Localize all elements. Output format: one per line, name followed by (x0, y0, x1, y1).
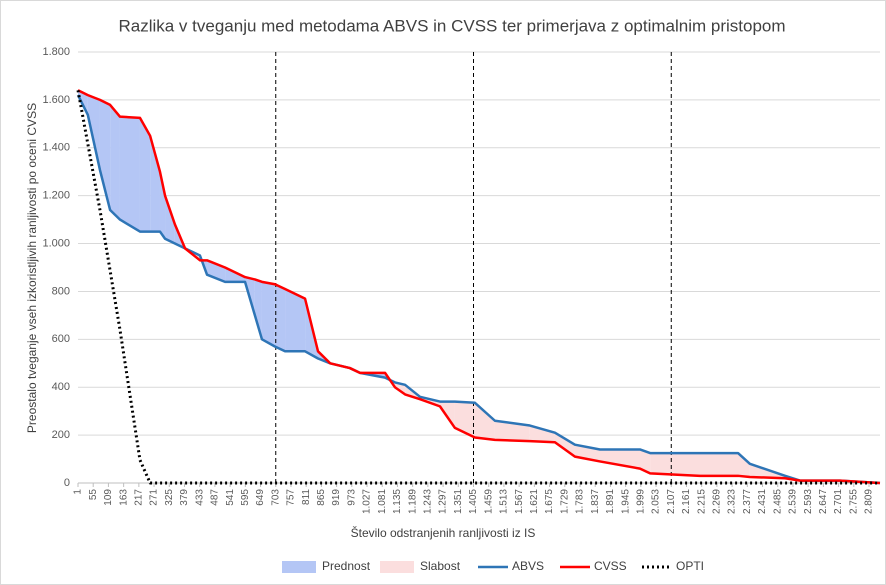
x-tick-label: 1.351 (453, 489, 464, 514)
weakness-area (454, 401, 475, 438)
y-tick-label: 1.800 (42, 46, 70, 58)
legend-label: Prednost (322, 559, 371, 573)
x-tick-label: 1.729 (559, 489, 570, 514)
advantage-area (159, 171, 166, 239)
legend-label: CVSS (594, 559, 627, 573)
weakness-area (474, 402, 495, 440)
x-tick-label: 1.189 (407, 489, 418, 514)
weakness-area (639, 449, 651, 474)
x-tick-label: 2.323 (727, 489, 738, 514)
x-tick-label: 2.431 (757, 489, 768, 514)
x-tick-label: 2.593 (803, 489, 814, 514)
x-tick-label: 2.755 (848, 489, 859, 514)
legend-label: Slabost (420, 559, 461, 573)
x-tick-label: 541 (225, 489, 236, 506)
x-tick-label: 973 (346, 489, 357, 506)
x-axis-title: Število odstranjenih ranljivosti iz IS (351, 525, 536, 540)
advantage-area (254, 279, 262, 340)
weakness-area (699, 453, 739, 476)
x-tick-label: 2.107 (666, 489, 677, 514)
x-tick-label: 1.621 (529, 489, 540, 514)
x-tick-label: 595 (240, 489, 251, 506)
x-tick-label: 1.783 (575, 489, 586, 514)
y-axis-title: Preostalo tveganje vseh izkoristljivih r… (25, 103, 39, 433)
y-tick-label: 1.600 (42, 94, 70, 106)
x-tick-label: 865 (316, 489, 327, 506)
advantage-area (139, 117, 151, 232)
legend-label: ABVS (512, 559, 544, 573)
y-tick-label: 1.400 (42, 142, 70, 154)
x-tick-label: 109 (103, 489, 114, 506)
x-tick-label: 2.215 (696, 489, 707, 514)
x-tick-label: 433 (194, 489, 205, 506)
advantage-area (150, 135, 160, 232)
y-tick-label: 600 (52, 333, 70, 345)
x-tick-label: 2.053 (651, 489, 662, 514)
x-tick-label: 2.809 (864, 489, 875, 514)
weakness-area (650, 453, 700, 476)
x-tick-label: 1 (73, 489, 84, 495)
x-tick-label: 2.485 (772, 489, 783, 514)
x-tick-label: 379 (179, 489, 190, 506)
x-tick-label: 757 (286, 489, 297, 506)
y-tick-label: 0 (64, 477, 70, 489)
advantage-area (207, 260, 226, 282)
y-tick-label: 800 (52, 285, 70, 297)
x-tick-label: 217 (133, 489, 144, 506)
advantage-area (110, 104, 120, 220)
weakness-area (738, 453, 750, 478)
x-tick-label: 1.027 (362, 489, 373, 514)
weakness-area (599, 449, 640, 469)
series-line (77, 89, 881, 485)
advantage-area (274, 284, 286, 352)
advantage-area (165, 195, 175, 244)
x-tick-label: 1.999 (635, 489, 646, 514)
y-tick-label: 400 (52, 381, 70, 393)
x-tick-label: 2.539 (788, 489, 799, 514)
advantage-area (99, 99, 111, 211)
x-tick-label: 325 (164, 489, 175, 506)
x-tick-label: 1.297 (438, 489, 449, 514)
advantage-area (119, 116, 140, 232)
x-tick-label: 1.135 (392, 489, 403, 514)
chart-title: Razlika v tveganju med metodama ABVS in … (118, 16, 785, 35)
x-tick-label: 649 (255, 489, 266, 506)
weakness-area (529, 425, 555, 443)
x-tick-label: 811 (301, 489, 312, 505)
x-tick-label: 2.161 (681, 489, 692, 514)
x-tick-label: 1.945 (620, 489, 631, 514)
legend-swatch (380, 561, 414, 573)
x-tick-label: 1.567 (514, 489, 525, 514)
x-tick-label: 1.081 (377, 489, 388, 514)
x-tick-label: 2.701 (833, 489, 844, 514)
x-tick-label: 1.675 (544, 489, 555, 514)
x-tick-label: 1.513 (499, 489, 510, 514)
y-tick-label: 1.200 (42, 190, 70, 202)
x-tick-label: 55 (88, 489, 99, 501)
x-tick-label: 163 (118, 489, 129, 506)
x-tick-label: 2.377 (742, 489, 753, 514)
x-tick-label: 919 (331, 489, 342, 506)
weakness-area (554, 432, 575, 457)
y-tick-label: 200 (52, 429, 70, 441)
legend-swatch (282, 561, 316, 573)
x-tick-label: 2.647 (818, 489, 829, 514)
series-line (76, 90, 880, 485)
y-tick-label: 1.000 (42, 237, 70, 249)
x-tick-label: 271 (149, 489, 160, 506)
x-tick-label: 1.837 (590, 489, 601, 514)
x-tick-label: 1.459 (483, 489, 494, 514)
legend-label: OPTI (676, 559, 704, 573)
advantage-area (261, 281, 275, 347)
x-tick-label: 1.405 (468, 489, 479, 514)
x-tick-label: 703 (270, 489, 281, 506)
x-tick-label: 1.243 (423, 489, 434, 514)
advantage-area (285, 289, 306, 352)
x-tick-label: 487 (210, 489, 221, 506)
weakness-area (494, 420, 530, 442)
x-tick-label: 2.269 (712, 489, 723, 514)
x-tick-label: 1.891 (605, 489, 616, 514)
